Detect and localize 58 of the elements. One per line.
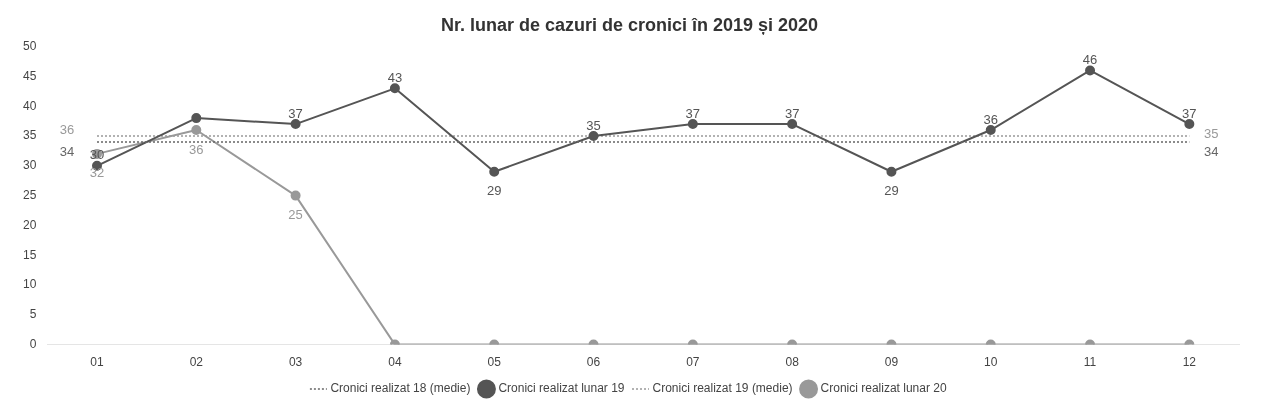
data-label: 35 bbox=[586, 117, 601, 133]
data-label: 25 bbox=[288, 207, 303, 223]
point bbox=[191, 113, 202, 124]
x-tick-label: 03 bbox=[288, 355, 303, 370]
point bbox=[389, 83, 400, 94]
data-label: 43 bbox=[387, 69, 403, 85]
x-tick-label: 04 bbox=[388, 355, 402, 370]
data-label: 37 bbox=[288, 105, 303, 121]
data-label: 36 bbox=[983, 111, 998, 127]
y-tick-label: 30 bbox=[22, 158, 37, 173]
x-tick-label: 05 bbox=[487, 355, 502, 370]
point bbox=[687, 119, 698, 130]
x-tick-label: 06 bbox=[586, 355, 601, 370]
point bbox=[1184, 119, 1195, 130]
y-tick-label: 5 bbox=[29, 307, 37, 322]
legend-label: Cronici realizat 19 (medie) bbox=[652, 381, 793, 396]
x-tick-label: 08 bbox=[785, 355, 800, 370]
annotation: 36 bbox=[59, 121, 75, 137]
legend-label: Cronici realizat 18 (medie) bbox=[330, 381, 471, 396]
data-label: 36 bbox=[189, 141, 204, 157]
data-label: 37 bbox=[784, 105, 800, 121]
y-tick-label: 40 bbox=[22, 98, 37, 113]
y-tick-label: 10 bbox=[22, 277, 37, 292]
data-label: 35 bbox=[1204, 125, 1219, 141]
data-label: 29 bbox=[486, 183, 502, 199]
legend-label: Cronici realizat lunar 19 bbox=[498, 381, 625, 396]
y-tick-label: 15 bbox=[22, 247, 37, 262]
y-tick-label: 35 bbox=[22, 128, 37, 143]
x-tick-label: 02 bbox=[189, 355, 204, 370]
point bbox=[1085, 65, 1096, 76]
point bbox=[985, 125, 996, 136]
point bbox=[489, 166, 500, 177]
y-tick-label: 50 bbox=[22, 38, 37, 53]
data-label: 32 bbox=[89, 165, 105, 181]
x-tick-label: 10 bbox=[984, 355, 998, 370]
point bbox=[787, 119, 798, 130]
point bbox=[290, 119, 301, 130]
x-tick-label: 11 bbox=[1083, 355, 1097, 370]
y-tick-label: 20 bbox=[22, 217, 37, 232]
data-label: 29 bbox=[884, 183, 899, 199]
y-tick-label: 25 bbox=[22, 187, 37, 202]
data-label: 34 bbox=[1204, 143, 1219, 159]
point bbox=[886, 166, 897, 177]
point bbox=[588, 131, 599, 141]
data-label: 46 bbox=[1082, 52, 1098, 68]
x-tick-label: 01 bbox=[90, 355, 104, 370]
data-label: 37 bbox=[1182, 105, 1197, 121]
x-tick-label: 07 bbox=[686, 355, 700, 370]
x-tick-label: 12 bbox=[1182, 355, 1197, 370]
y-tick-label: 0 bbox=[29, 336, 37, 351]
data-label: 37 bbox=[685, 105, 701, 121]
chart-title: Nr. lunar de cazuri de cronici în 2019 și 2020 bbox=[440, 14, 819, 35]
point bbox=[191, 125, 202, 136]
x-tick-label: 09 bbox=[884, 355, 899, 370]
point bbox=[290, 190, 301, 201]
data-label: 34 bbox=[59, 143, 75, 159]
y-tick-label: 45 bbox=[22, 68, 37, 83]
legend-label: Cronici realizat lunar 20 bbox=[820, 381, 947, 396]
